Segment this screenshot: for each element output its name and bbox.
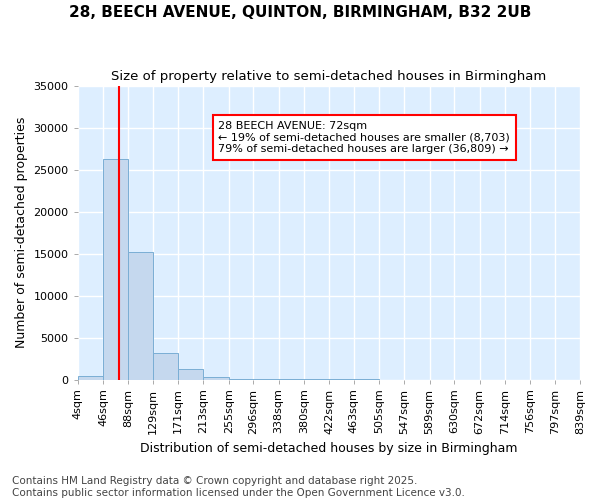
Text: 28 BEECH AVENUE: 72sqm
← 19% of semi-detached houses are smaller (8,703)
79% of : 28 BEECH AVENUE: 72sqm ← 19% of semi-det… — [218, 121, 510, 154]
Bar — [229, 378, 253, 380]
Bar — [103, 160, 128, 380]
Bar — [178, 370, 203, 380]
Bar — [128, 252, 153, 380]
X-axis label: Distribution of semi-detached houses by size in Birmingham: Distribution of semi-detached houses by … — [140, 442, 518, 455]
Title: Size of property relative to semi-detached houses in Birmingham: Size of property relative to semi-detach… — [111, 70, 547, 83]
Bar — [78, 376, 103, 380]
Y-axis label: Number of semi-detached properties: Number of semi-detached properties — [15, 117, 28, 348]
Bar — [203, 377, 229, 380]
Text: Contains HM Land Registry data © Crown copyright and database right 2025.
Contai: Contains HM Land Registry data © Crown c… — [12, 476, 465, 498]
Bar — [153, 352, 178, 380]
Text: 28, BEECH AVENUE, QUINTON, BIRMINGHAM, B32 2UB: 28, BEECH AVENUE, QUINTON, BIRMINGHAM, B… — [69, 5, 531, 20]
